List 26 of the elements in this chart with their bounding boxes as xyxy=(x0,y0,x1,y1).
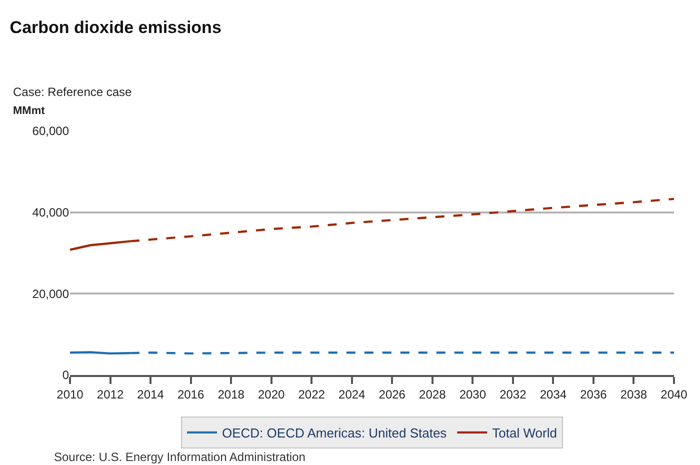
chart-subtitle: Case: Reference case xyxy=(13,85,132,99)
x-tick-label: 2038 xyxy=(620,387,648,402)
x-tick-label: 2020 xyxy=(258,387,285,402)
y-axis-title: MMmt xyxy=(13,105,46,117)
y-tick-label: 40,000 xyxy=(32,206,70,220)
y-tick-label: 60,000 xyxy=(32,124,70,138)
x-tick-label: 2016 xyxy=(177,387,204,402)
x-tick-label: 2034 xyxy=(540,387,567,402)
x-tick-label: 2022 xyxy=(298,387,326,402)
x-tick-label: 2030 xyxy=(459,387,486,402)
x-tick-label: 2026 xyxy=(378,387,406,402)
x-tick-label: 2032 xyxy=(500,387,527,402)
y-tick-label: 20,000 xyxy=(32,286,70,301)
legend-label: OECD: OECD Americas: United States xyxy=(222,426,448,440)
legend-label: Total World xyxy=(492,426,557,440)
x-tick-label: 2014 xyxy=(137,387,164,402)
chart-title: Carbon dioxide emissions xyxy=(10,18,222,37)
x-tick-label: 2036 xyxy=(580,387,608,402)
x-tick-label: 2040 xyxy=(660,387,688,402)
source-note: Source: U.S. Energy Information Administration xyxy=(54,450,306,464)
x-tick-label: 2024 xyxy=(338,387,366,402)
x-tick-label: 2028 xyxy=(419,387,446,402)
y-tick-label: 0 xyxy=(62,368,70,382)
x-tick-label: 2012 xyxy=(96,387,124,402)
x-tick-label: 2010 xyxy=(56,387,84,402)
x-tick-label: 2018 xyxy=(218,387,245,402)
